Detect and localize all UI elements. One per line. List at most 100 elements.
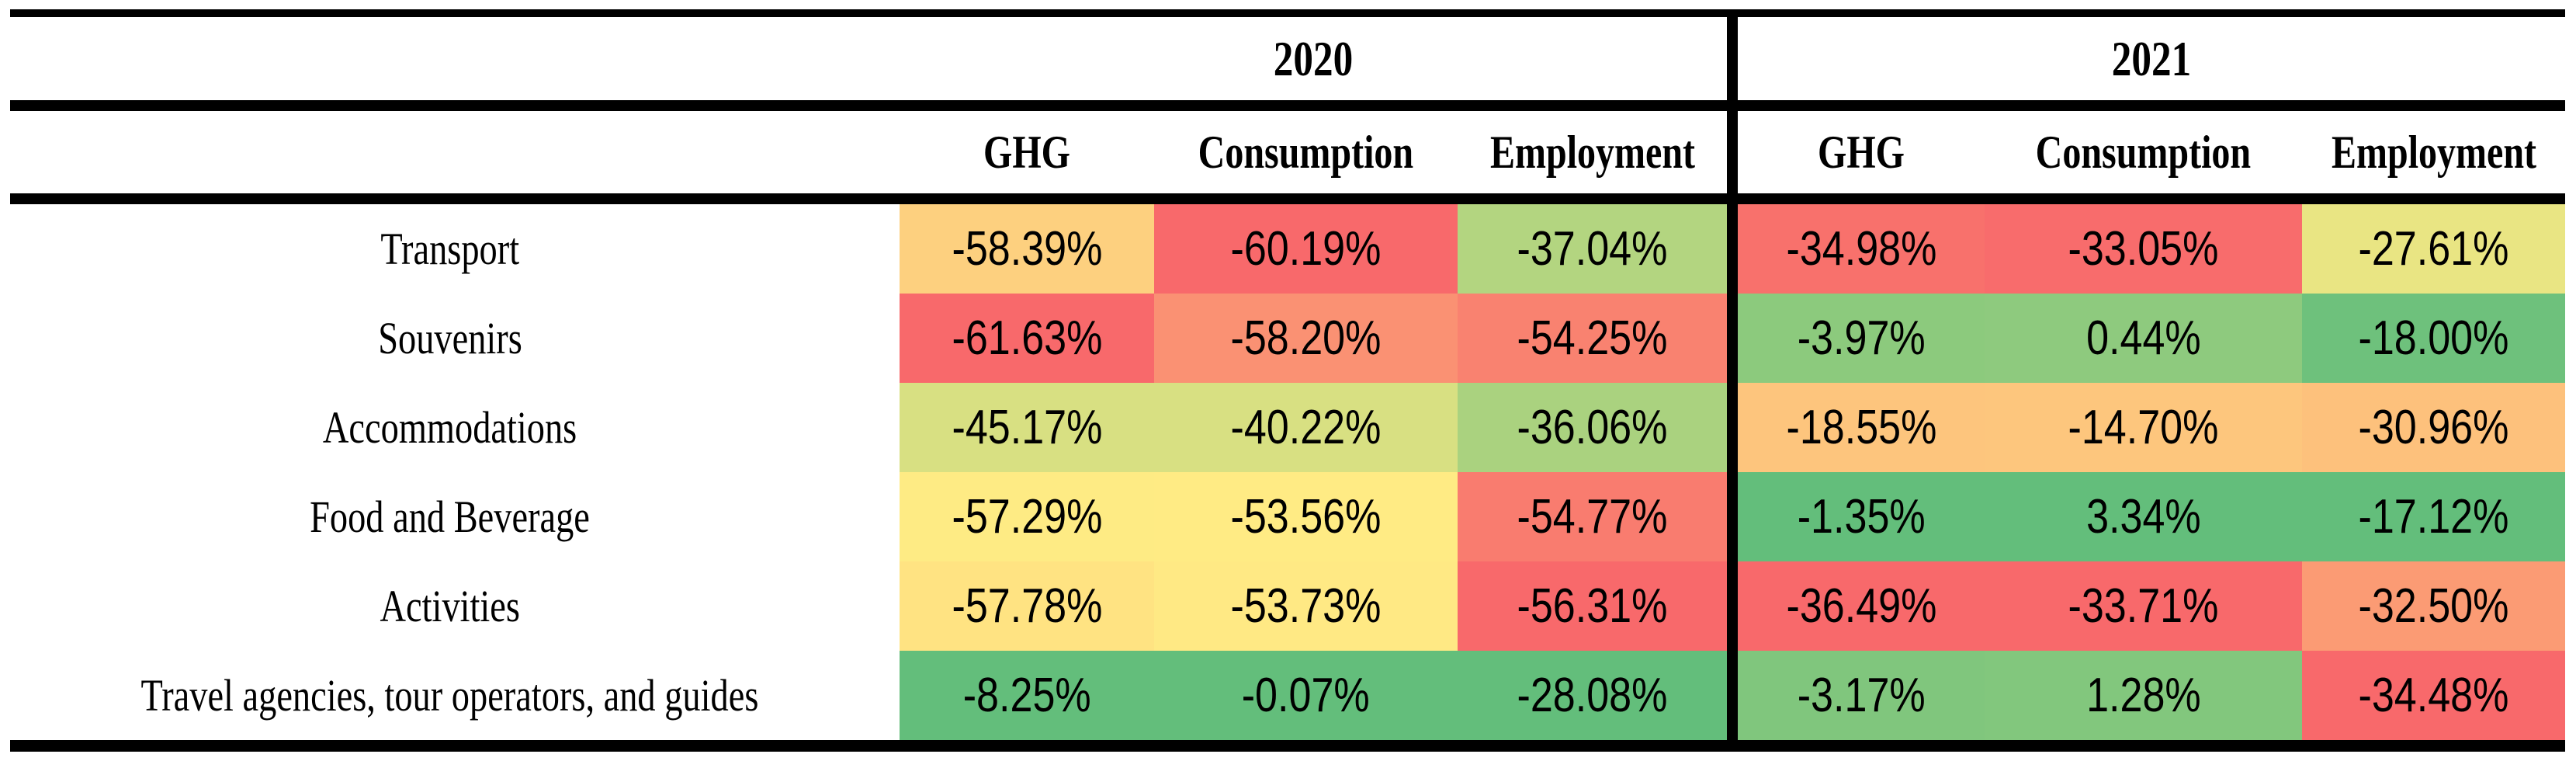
column-header-label: GHG xyxy=(983,126,1070,178)
heatmap-cell: -18.55% xyxy=(1738,383,1985,472)
column-header-divider-line xyxy=(10,193,2565,204)
heatmap-cell-value: -34.98% xyxy=(1786,222,1936,276)
heatmap-cell: -34.48% xyxy=(2302,651,2565,740)
row-label: Travel agencies, tour operators, and gui… xyxy=(140,670,759,721)
year-header-row: 2020 2021 xyxy=(0,17,2576,100)
heatmap-cell: -0.07% xyxy=(1154,651,1458,740)
heatmap-cell: -8.25% xyxy=(900,651,1154,740)
column-header-consumption-2020: Consumption xyxy=(1154,111,1458,193)
heatmap-cell-value: -0.07% xyxy=(1241,669,1371,722)
row-label: Food and Beverage xyxy=(310,492,590,542)
heatmap-cell: -37.04% xyxy=(1458,204,1727,294)
heatmap-cell-value: -3.97% xyxy=(1797,311,1926,365)
heatmap-cell: -40.22% xyxy=(1154,383,1458,472)
row-label-cell: Souvenirs xyxy=(0,294,900,383)
heatmap-cell-value: -3.17% xyxy=(1797,669,1926,722)
heatmap-cell-value: -60.19% xyxy=(1230,222,1382,276)
heatmap-cell: -30.96% xyxy=(2302,383,2565,472)
heatmap-cell: -53.56% xyxy=(1154,472,1458,561)
heatmap-cell: -60.19% xyxy=(1154,204,1458,294)
year-section-divider xyxy=(1727,9,1738,752)
heatmap-cell-value: -36.49% xyxy=(1786,579,1936,633)
heatmap-cell: -56.31% xyxy=(1458,561,1727,651)
column-header-employment-2021: Employment xyxy=(2302,111,2565,193)
heatmap-cell-value: -54.77% xyxy=(1517,490,1668,544)
year-header-2020: 2020 xyxy=(900,17,1727,100)
heatmap-cell: -3.97% xyxy=(1738,294,1985,383)
row-label-cell: Activities xyxy=(0,561,900,651)
column-header-label: Employment xyxy=(2331,126,2536,178)
row-label: Transport xyxy=(380,224,519,274)
column-header-ghg-2020: GHG xyxy=(900,111,1154,193)
heatmap-cell-value: -61.63% xyxy=(952,311,1102,365)
heatmap-cell-value: -33.05% xyxy=(2068,222,2219,276)
column-header-label: Consumption xyxy=(1198,126,1414,178)
heatmap-cell-value: -33.71% xyxy=(2068,579,2219,633)
heatmap-cell: -36.49% xyxy=(1738,561,1985,651)
row-label-cell: Transport xyxy=(0,204,900,294)
row-label-cell: Food and Beverage xyxy=(0,472,900,561)
heatmap-cell-value: -53.56% xyxy=(1230,490,1382,544)
heatmap-cell: -33.71% xyxy=(1985,561,2302,651)
heatmap-cell: -53.73% xyxy=(1154,561,1458,651)
row-label: Accommodations xyxy=(322,402,577,453)
row-label-cell: Travel agencies, tour operators, and gui… xyxy=(0,651,900,740)
year-header-2021: 2021 xyxy=(1738,17,2565,100)
heatmap-cell: -57.78% xyxy=(900,561,1154,651)
heatmap-cell-value: -18.00% xyxy=(2358,311,2509,365)
row-label-cell: Accommodations xyxy=(0,383,900,472)
heatmap-cell: -61.63% xyxy=(900,294,1154,383)
heatmap-cell: -33.05% xyxy=(1985,204,2302,294)
heatmap-cell: -3.17% xyxy=(1738,651,1985,740)
column-header-employment-2020: Employment xyxy=(1458,111,1727,193)
heatmap-cell-value: -8.25% xyxy=(962,669,1091,722)
table-top-border xyxy=(10,9,2565,17)
heatmap-cell: -34.98% xyxy=(1738,204,1985,294)
heatmap-cell-value: -53.73% xyxy=(1230,579,1382,633)
column-header-label: Consumption xyxy=(2035,126,2252,178)
heatmap-cell: -36.06% xyxy=(1458,383,1727,472)
heatmap-cell: 0.44% xyxy=(1985,294,2302,383)
heatmap-cell: 3.34% xyxy=(1985,472,2302,561)
heatmap-cell-value: -1.35% xyxy=(1797,490,1926,544)
heatmap-cell: -14.70% xyxy=(1985,383,2302,472)
column-header-consumption-2021: Consumption xyxy=(1985,111,2302,193)
heatmap-cell-value: -37.04% xyxy=(1517,222,1668,276)
heatmap-cell: -54.25% xyxy=(1458,294,1727,383)
heatmap-cell-value: -17.12% xyxy=(2358,490,2509,544)
heatmap-cell-value: -56.31% xyxy=(1517,579,1668,633)
heatmap-cell-value: -45.17% xyxy=(952,401,1102,454)
heatmap-cell-value: -34.48% xyxy=(2358,669,2509,722)
heatmap-cell-value: 0.44% xyxy=(2085,311,2201,365)
heatmap-cell: -18.00% xyxy=(2302,294,2565,383)
heatmap-cell: -17.12% xyxy=(2302,472,2565,561)
heatmap-cell: -28.08% xyxy=(1458,651,1727,740)
heatmap-cell-value: 3.34% xyxy=(2085,490,2201,544)
heatmap-cell-value: -57.29% xyxy=(952,490,1102,544)
heatmap-cell-value: -57.78% xyxy=(952,579,1102,633)
column-header-row: GHG Consumption Employment GHG Consumpti… xyxy=(0,111,2576,193)
heatmap-cell: 1.28% xyxy=(1985,651,2302,740)
column-header-ghg-2021: GHG xyxy=(1738,111,1985,193)
heatmap-cell-value: -36.06% xyxy=(1517,401,1668,454)
column-header-label: Employment xyxy=(1489,126,1695,178)
heatmap-cell: -58.20% xyxy=(1154,294,1458,383)
column-header-label: GHG xyxy=(1817,126,1905,178)
table-bottom-border xyxy=(10,740,2565,752)
heatmap-data-grid: Transport -58.39% -60.19% -37.04% -34.98% -33… xyxy=(0,204,2565,740)
heatmap-cell-value: -30.96% xyxy=(2358,401,2509,454)
heatmap-cell: -27.61% xyxy=(2302,204,2565,294)
heatmap-cell-value: -28.08% xyxy=(1517,669,1668,722)
year-header-divider-line xyxy=(10,100,2565,111)
heatmap-cell: -58.39% xyxy=(900,204,1154,294)
heatmap-cell: -54.77% xyxy=(1458,472,1727,561)
heatmap-cell: -45.17% xyxy=(900,383,1154,472)
heatmap-cell-value: 1.28% xyxy=(2085,669,2201,722)
row-label: Souvenirs xyxy=(377,313,522,363)
heatmap-cell-value: -58.39% xyxy=(952,222,1102,276)
heatmap-cell-value: -32.50% xyxy=(2358,579,2509,633)
heatmap-cell-value: -14.70% xyxy=(2068,401,2219,454)
year-header-2021-label: 2021 xyxy=(2111,30,2192,86)
heatmap-cell-value: -54.25% xyxy=(1517,311,1668,365)
